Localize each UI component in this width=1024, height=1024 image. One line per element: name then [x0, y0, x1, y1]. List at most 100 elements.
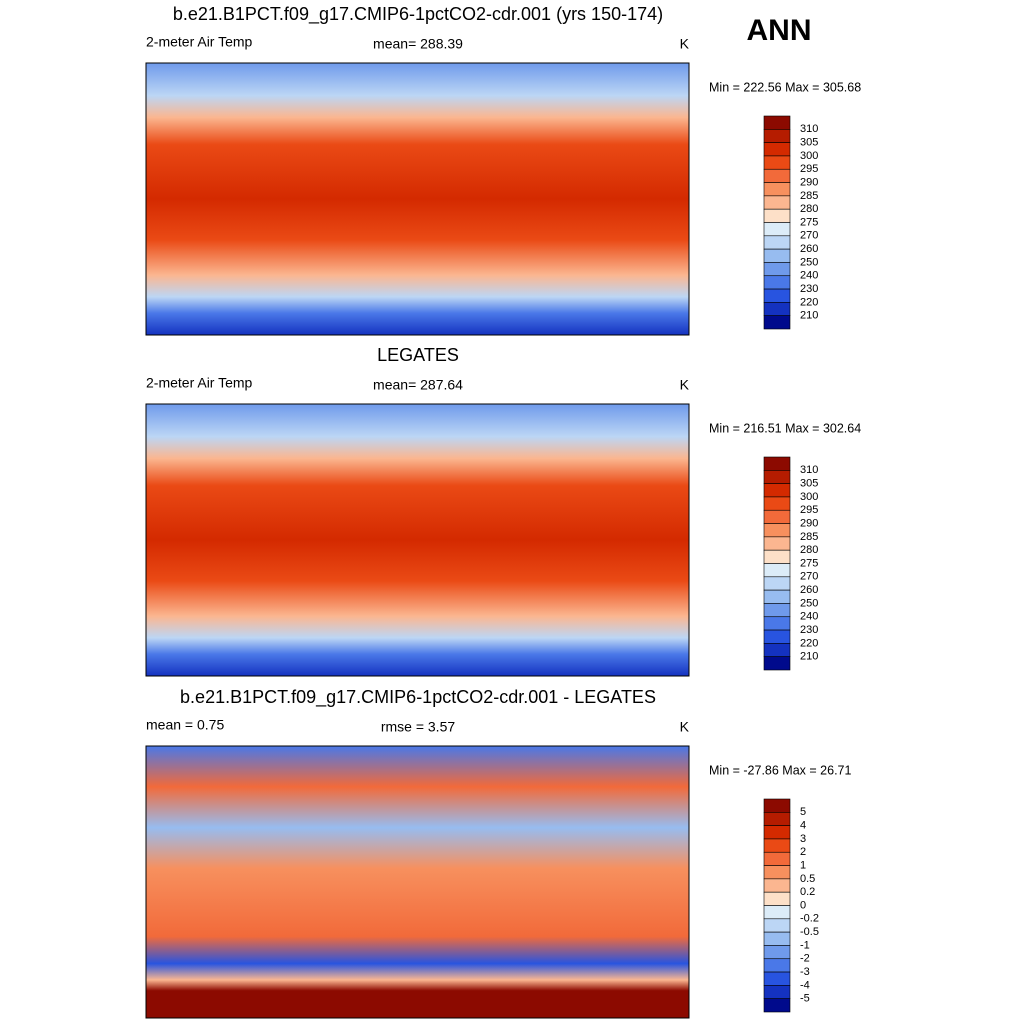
colorbar-box	[763, 576, 791, 591]
colorbar-box	[763, 958, 791, 973]
colorbar-box	[763, 549, 791, 564]
colorbar-box	[763, 470, 791, 484]
colorbar-box	[763, 195, 791, 210]
colorbar-label: 280	[800, 544, 818, 556]
colorbar-box	[763, 812, 791, 826]
colorbar-label: -2	[800, 953, 810, 965]
colorbar-box	[763, 262, 791, 277]
panel-center-label: mean= 288.39	[373, 36, 463, 52]
season-label: ANN	[747, 14, 812, 47]
colorbar-box	[763, 825, 791, 840]
colorbar-box	[763, 302, 791, 316]
colorbar-label: -0.2	[800, 913, 819, 925]
colorbar-label: 250	[800, 597, 818, 609]
colorbar-box	[763, 523, 791, 538]
colorbar-label: 290	[800, 517, 818, 529]
colorbar-label: 310	[800, 464, 818, 476]
colorbar-box	[763, 129, 791, 143]
colorbar-box	[763, 865, 791, 880]
colorbar-label: 230	[800, 624, 818, 636]
colorbar-label: 270	[800, 571, 818, 583]
colorbar-label: 1	[800, 859, 806, 871]
map	[145, 403, 690, 677]
colorbar-box	[763, 509, 791, 524]
colorbar-box	[763, 288, 791, 303]
map	[145, 62, 690, 336]
colorbar-box	[763, 235, 791, 250]
min-max: Min = 216.51 Max = 302.64	[709, 421, 861, 435]
colorbar-box	[763, 656, 791, 671]
colorbar-box	[763, 971, 791, 986]
colorbar-box	[763, 589, 791, 604]
colorbar-box	[763, 248, 791, 263]
colorbar-label: 250	[800, 256, 818, 268]
colorbar-box	[763, 931, 791, 946]
colorbar-label: 0.5	[800, 873, 815, 885]
colorbar-label: 305	[800, 478, 818, 490]
colorbar-box	[763, 851, 791, 866]
colorbar-box	[763, 838, 791, 853]
panel-left-label: 2-meter Air Temp	[146, 375, 253, 391]
colorbar-label: 280	[800, 203, 818, 215]
colorbar-label: 300	[800, 150, 818, 162]
colorbar-label: 260	[800, 584, 818, 596]
colorbar-label: 275	[800, 216, 818, 228]
colorbar-label: 210	[800, 651, 818, 663]
colorbar-box	[763, 643, 791, 657]
colorbar-label: 240	[800, 611, 818, 623]
colorbar-box	[763, 536, 791, 551]
colorbar-label: 230	[800, 283, 818, 295]
map	[145, 745, 690, 1019]
colorbar-box	[763, 563, 791, 578]
colorbar-label: 2	[800, 846, 806, 858]
colorbar-label: 285	[800, 190, 818, 202]
colorbar-box	[763, 998, 791, 1013]
colorbar-box	[763, 208, 791, 223]
colorbar-label: 290	[800, 176, 818, 188]
colorbar-label: -1	[800, 939, 810, 951]
colorbar-label: 4	[800, 820, 806, 832]
colorbar-box	[763, 985, 791, 999]
colorbar-box	[763, 905, 791, 920]
colorbar-box	[763, 142, 791, 157]
colorbar-box	[763, 115, 791, 130]
panel-left-label: mean = 0.75	[146, 717, 224, 733]
colorbar-box	[763, 629, 791, 644]
panel-units: K	[680, 719, 690, 735]
colorbar-label: -3	[800, 966, 810, 978]
colorbar-label: 270	[800, 230, 818, 242]
colorbar-box	[763, 918, 791, 933]
colorbar-box	[763, 182, 791, 197]
colorbar-box	[763, 496, 791, 511]
min-max: Min = 222.56 Max = 305.68	[709, 80, 861, 94]
panel-units: K	[680, 377, 690, 393]
colorbar-box	[763, 603, 791, 618]
colorbar-label: 210	[800, 310, 818, 322]
colorbar-box	[763, 891, 791, 906]
colorbar-box	[763, 945, 791, 960]
colorbar-box	[763, 878, 791, 893]
colorbar-box	[763, 155, 791, 170]
colorbar-box	[763, 456, 791, 471]
colorbar-label: 240	[800, 270, 818, 282]
colorbar-label: 295	[800, 163, 818, 175]
colorbar-label: 220	[800, 637, 818, 649]
panel-title: b.e21.B1PCT.f09_g17.CMIP6-1pctCO2-cdr.00…	[173, 4, 663, 25]
colorbar-label: 285	[800, 531, 818, 543]
colorbar-label: -5	[800, 993, 810, 1005]
colorbar-label: 295	[800, 504, 818, 516]
colorbar-label: 300	[800, 491, 818, 503]
colorbar-label: 310	[800, 123, 818, 135]
colorbar-label: 3	[800, 833, 806, 845]
panel-title: LEGATES	[377, 345, 459, 365]
colorbar-label: 260	[800, 243, 818, 255]
panel-center-label: mean= 287.64	[373, 377, 463, 393]
colorbar-box	[763, 222, 791, 237]
colorbar-box	[763, 275, 791, 290]
panel-units: K	[680, 36, 690, 52]
colorbar-box	[763, 168, 791, 183]
colorbar-label: 0	[800, 899, 806, 911]
colorbar-box	[763, 315, 791, 330]
colorbar-box	[763, 798, 791, 813]
